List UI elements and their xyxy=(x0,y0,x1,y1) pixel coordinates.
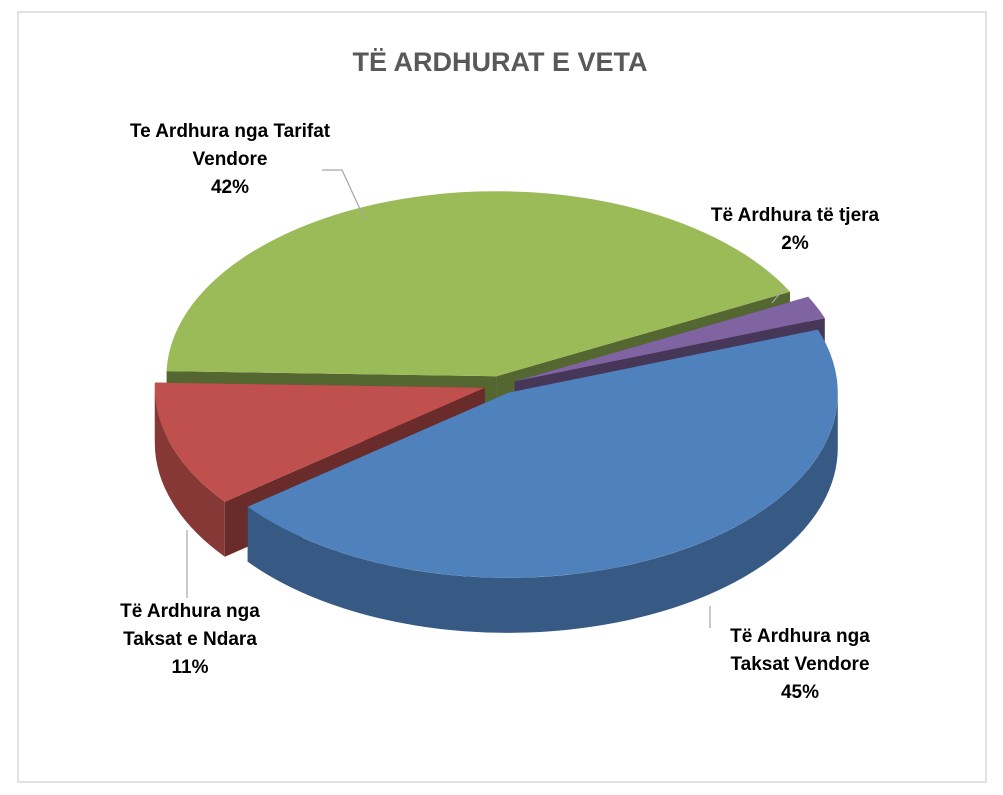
value-label: 2% xyxy=(781,233,809,254)
slice-wall xyxy=(247,392,838,633)
chart-title: TË ARDHURAT E VETA xyxy=(353,47,648,77)
category-label: Te Ardhura nga Tarifat Vendore xyxy=(129,121,331,170)
data-label: Te Ardhura nga Tarifat Vendore 42% xyxy=(125,118,335,202)
category-label: Të Ardhura të tjera xyxy=(710,205,880,226)
category-label: Të Ardhura nga Taksat e Ndara xyxy=(120,601,260,650)
slice xyxy=(247,329,838,578)
data-label: Të Ardhura nga Taksat e Ndara 11% xyxy=(90,598,290,682)
data-label: Të Ardhura nga Taksat Vendore 45% xyxy=(700,623,900,707)
value-label: 11% xyxy=(171,657,209,678)
slice-wall xyxy=(154,387,225,557)
slice xyxy=(514,296,825,382)
value-label: 45% xyxy=(780,682,820,703)
leader-line xyxy=(771,286,786,304)
category-label: Të Ardhura nga Taksat Vendore xyxy=(730,626,870,675)
data-label: Të Ardhura të tjera 2% xyxy=(708,202,883,258)
slice xyxy=(154,382,485,502)
slice xyxy=(166,191,791,377)
value-label: 42% xyxy=(210,177,250,198)
leader-line xyxy=(322,169,366,221)
